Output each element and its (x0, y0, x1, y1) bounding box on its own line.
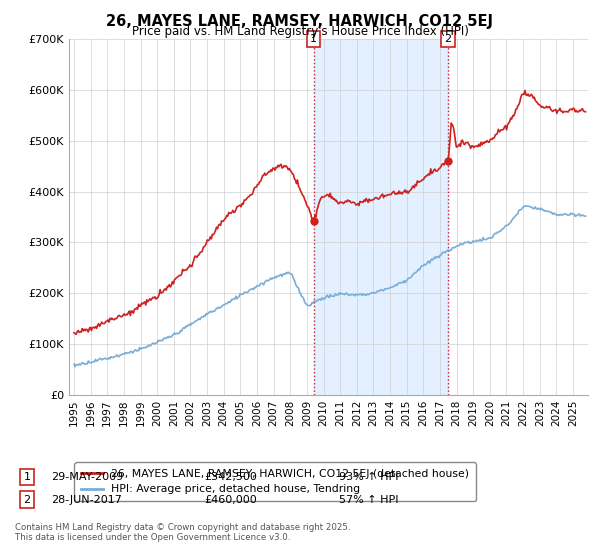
Text: Contains HM Land Registry data © Crown copyright and database right 2025.
This d: Contains HM Land Registry data © Crown c… (15, 523, 350, 543)
Text: £460,000: £460,000 (204, 494, 257, 505)
Text: 57% ↑ HPI: 57% ↑ HPI (339, 494, 398, 505)
Text: Price paid vs. HM Land Registry's House Price Index (HPI): Price paid vs. HM Land Registry's House … (131, 25, 469, 38)
Bar (314, 39, 448, 395)
Text: 93% ↑ HPI: 93% ↑ HPI (339, 472, 398, 482)
Text: 2: 2 (23, 494, 31, 505)
Text: 29-MAY-2009: 29-MAY-2009 (51, 472, 123, 482)
Legend: 26, MAYES LANE, RAMSEY, HARWICH, CO12 5EJ (detached house), HPI: Average price, : 26, MAYES LANE, RAMSEY, HARWICH, CO12 5E… (74, 463, 476, 501)
Text: 28-JUN-2017: 28-JUN-2017 (51, 494, 122, 505)
Text: 26, MAYES LANE, RAMSEY, HARWICH, CO12 5EJ: 26, MAYES LANE, RAMSEY, HARWICH, CO12 5E… (107, 14, 493, 29)
Text: £342,500: £342,500 (204, 472, 257, 482)
Text: 2: 2 (445, 34, 452, 44)
Text: 1: 1 (310, 34, 317, 44)
Text: 1: 1 (23, 472, 31, 482)
